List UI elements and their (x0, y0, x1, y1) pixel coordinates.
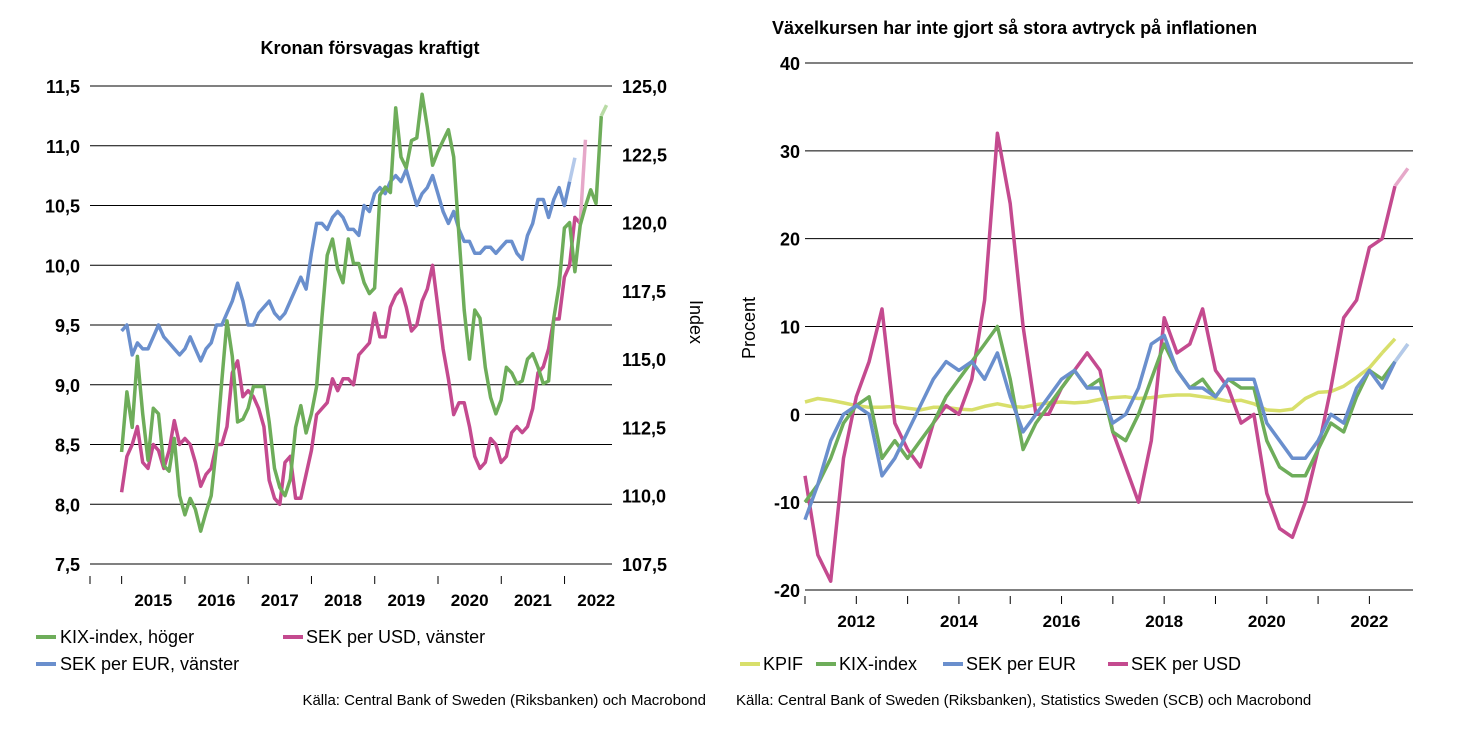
chart1-legend: KIX-index, höger SEK per USD, vänster SE… (36, 627, 485, 674)
chart2-legend: KPIF KIX-index SEK per EUR SEK per USD (740, 654, 1241, 674)
chart1-right-tick: 112,5 (622, 418, 666, 438)
chart1-x-tick-label: 2018 (324, 591, 362, 610)
chart2-series-eur (803, 333, 1397, 521)
chart1-series-kix (119, 92, 604, 533)
chart1-x-tick-label: 2022 (577, 591, 615, 610)
chart2-x-tick-label: 2014 (940, 612, 978, 631)
chart1-left-tick: 10,5 (45, 197, 80, 217)
chart2-legend-usd: SEK per USD (1131, 654, 1241, 674)
chart2-y-tick: -10 (774, 493, 800, 513)
chart2-y-axis-label: Procent (739, 297, 759, 359)
chart2-y-tick: 40 (780, 54, 800, 74)
chart1-right-tick: 117,5 (622, 282, 666, 302)
chart2-y-tick: 10 (780, 318, 800, 338)
chart1-right-tick: 122,5 (622, 145, 667, 165)
chart2-series-eur-forecast (1393, 343, 1410, 363)
chart1-right-tick: 115,0 (622, 350, 666, 370)
chart2-y-tick: 20 (780, 230, 800, 250)
chart-vaxelkursen: Växelkursen har inte gjort så stora avtr… (736, 18, 1413, 709)
chart2-legend-eur: SEK per EUR (966, 654, 1076, 674)
chart2-series-kpif (804, 351, 1384, 413)
chart2-y-axis: 40 30 20 10 0 -10 -20 (774, 54, 800, 601)
chart2-legend-kix: KIX-index (839, 654, 917, 674)
chart1-left-tick: 11,5 (46, 77, 80, 97)
chart2-source: Källa: Central Bank of Sweden (Riksbanke… (736, 692, 1311, 709)
chart2-series-kpif-forecast (1380, 337, 1397, 355)
chart1-left-tick: 8,0 (55, 495, 80, 515)
chart2-x-tick-label: 2022 (1350, 612, 1388, 631)
chart1-x-tick-label: 2016 (198, 591, 236, 610)
chart2-series-kix (803, 324, 1397, 504)
chart1-series-eur-forecast (567, 157, 577, 182)
chart2-title: Växelkursen har inte gjort så stora avtr… (772, 18, 1257, 38)
chart1-series-eur (120, 167, 572, 363)
chart2-x-tick-label: 2016 (1043, 612, 1081, 631)
chart1-right-tick: 125,0 (622, 77, 667, 97)
chart1-source: Källa: Central Bank of Sweden (Riksbanke… (302, 692, 706, 709)
chart1-left-axis: 11,5 11,0 10,5 10,0 9,5 9,0 8,5 8,0 7,5 (45, 77, 80, 575)
chart1-x-tick-label: 2015 (134, 591, 172, 610)
chart1-x-tick-label: 2017 (261, 591, 299, 610)
chart1-series-usd-forecast (578, 139, 588, 224)
chart1-legend-kix: KIX-index, höger (60, 627, 194, 647)
chart1-right-axis: 125,0 122,5 120,0 117,5 115,0 112,5 110,0 107,5 (622, 77, 667, 575)
chart1-left-tick: 7,5 (55, 555, 80, 575)
chart1-legend-eur: SEK per EUR, vänster (60, 654, 239, 674)
chart2-y-tick: 30 (780, 142, 800, 162)
chart2-x-tick-label: 2018 (1145, 612, 1183, 631)
chart1-series-kix-forecast (599, 104, 609, 117)
chart1-x-axis: 2015 2016 2017 2018 2019 2020 2021 2022 (89, 576, 615, 610)
chart1-left-tick: 9,5 (55, 316, 80, 336)
chart2-x-tick-label: 2020 (1248, 612, 1286, 631)
chart1-x-tick-label: 2021 (514, 591, 552, 610)
chart2-y-tick: -20 (774, 581, 800, 601)
chart2-series-usd (803, 131, 1397, 583)
chart1-right-tick: 107,5 (622, 555, 667, 575)
chart1-legend-usd: SEK per USD, vänster (306, 627, 485, 647)
chart1-gridlines (90, 85, 612, 565)
chart1-right-axis-label: Index (686, 300, 706, 344)
chart2-x-axis: 2012 2014 2016 2018 2020 2022 (804, 596, 1388, 631)
chart1-series-usd (119, 215, 582, 507)
chart2-x-tick-label: 2012 (837, 612, 875, 631)
chart2-series-usd-forecast (1393, 167, 1410, 187)
chart1-right-tick: 120,0 (622, 214, 667, 234)
chart1-x-tick-label: 2019 (387, 591, 425, 610)
chart1-left-tick: 9,0 (55, 376, 80, 396)
chart1-right-tick: 110,0 (622, 487, 666, 507)
chart2-gridlines (805, 62, 1413, 591)
chart1-left-tick: 8,5 (55, 436, 80, 456)
chart1-left-tick: 11,0 (46, 137, 80, 157)
chart1-title: Kronan försvagas kraftigt (260, 38, 479, 58)
chart-kronan: Kronan försvagas kraftigt 11,5 11,0 10,5 10… (36, 38, 706, 709)
chart2-y-tick: 0 (790, 405, 800, 425)
chart1-left-tick: 10,0 (45, 256, 80, 276)
chart2-series (803, 131, 1410, 583)
chart1-series (119, 92, 609, 533)
chart1-x-tick-label: 2020 (451, 591, 489, 610)
chart2-legend-kpif: KPIF (763, 654, 803, 674)
